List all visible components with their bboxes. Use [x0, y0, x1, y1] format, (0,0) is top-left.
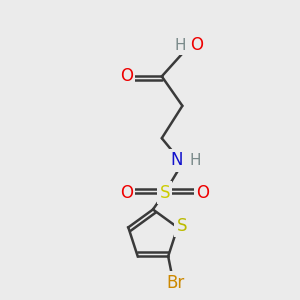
Text: O: O	[196, 184, 209, 202]
Text: O: O	[120, 184, 133, 202]
Text: Br: Br	[167, 274, 185, 292]
Text: O: O	[120, 68, 133, 85]
Text: H: H	[174, 38, 186, 53]
Text: H: H	[189, 153, 200, 168]
Text: S: S	[160, 184, 170, 202]
Text: N: N	[170, 151, 183, 169]
Text: O: O	[190, 37, 203, 55]
Text: S: S	[177, 217, 187, 235]
